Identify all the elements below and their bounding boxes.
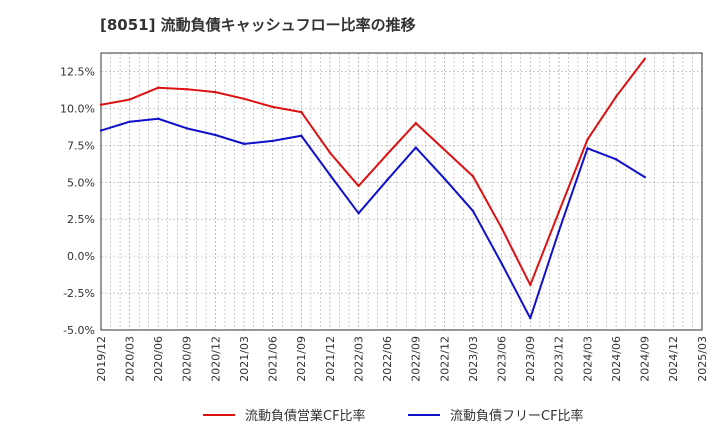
data-point <box>414 121 418 125</box>
x-tick-label: 2024/06 <box>610 336 623 382</box>
data-point <box>128 120 131 123</box>
y-tick-label: 0.0% <box>67 250 95 263</box>
y-tick-label: 10.0% <box>60 102 95 115</box>
x-tick-label: 2024/09 <box>639 336 652 382</box>
data-point <box>557 229 561 233</box>
chart-title: [8051] 流動負債キャッシュフロー比率の推移 <box>100 16 416 34</box>
data-point <box>443 148 446 151</box>
series-line-1 <box>100 58 646 286</box>
data-point <box>557 210 561 214</box>
data-point <box>271 139 274 143</box>
x-tick-label: 2020/09 <box>181 336 194 382</box>
plot-area <box>101 53 702 330</box>
data-point <box>357 212 360 215</box>
data-point <box>385 152 389 156</box>
data-point <box>128 98 131 101</box>
y-tick-label: 5.0% <box>67 176 95 189</box>
data-point <box>214 133 217 137</box>
plot-frame <box>100 52 703 331</box>
data-point <box>328 173 332 177</box>
x-tick-label: 2021/06 <box>267 336 280 382</box>
y-tick-label: 12.5% <box>60 65 95 78</box>
series-line-2 <box>100 117 646 320</box>
data-point <box>614 95 618 98</box>
data-point <box>529 283 532 287</box>
x-tick-label: 2023/09 <box>524 336 537 382</box>
data-point <box>357 184 360 188</box>
x-tick-label: 2022/06 <box>381 336 394 382</box>
x-tick-label: 2021/12 <box>324 336 337 382</box>
data-point <box>271 105 274 109</box>
data-point <box>586 138 589 141</box>
data-point <box>185 127 189 130</box>
y-tick-label: -2.5% <box>63 287 95 300</box>
y-tick-label: -5.0% <box>63 324 95 337</box>
data-point <box>414 146 418 149</box>
x-tick-label: 2023/03 <box>467 336 480 382</box>
x-tick-label: 2022/09 <box>410 336 423 382</box>
data-point <box>500 226 503 230</box>
legend-label: 流動負債フリーCF比率 <box>450 408 584 424</box>
x-tick-label: 2024/03 <box>581 336 594 382</box>
x-tick-label: 2024/12 <box>667 336 680 382</box>
x-tick-label: 2021/09 <box>295 336 308 382</box>
data-point <box>242 142 246 146</box>
data-point <box>214 90 217 94</box>
x-tick-label: 2021/03 <box>238 336 251 382</box>
y-tick-label: 2.5% <box>67 213 95 226</box>
y-tick-label: 7.5% <box>67 139 95 152</box>
legend-label: 流動負債営業CF比率 <box>245 408 366 424</box>
data-point <box>99 103 103 106</box>
x-tick-label: 2022/12 <box>438 336 451 382</box>
x-tick-label: 2023/12 <box>553 336 566 382</box>
data-point <box>471 209 475 213</box>
data-point <box>643 175 646 179</box>
data-point <box>614 158 618 161</box>
x-tick-label: 2023/06 <box>496 336 509 382</box>
x-tick-label: 2020/03 <box>123 336 136 382</box>
data-point <box>300 110 303 114</box>
data-point <box>328 151 332 154</box>
data-point <box>586 147 589 150</box>
data-point <box>643 57 646 61</box>
data-point <box>185 87 189 91</box>
data-point <box>529 316 532 320</box>
x-tick-label: 2025/03 <box>696 336 709 382</box>
data-point <box>242 97 246 100</box>
x-tick-label: 2020/12 <box>209 336 222 382</box>
data-point <box>300 134 303 137</box>
data-point <box>157 86 160 89</box>
data-point <box>99 129 103 132</box>
x-tick-label: 2022/03 <box>352 336 365 382</box>
data-point <box>157 117 160 120</box>
x-tick-label: 2020/06 <box>152 336 165 382</box>
data-point <box>385 178 389 182</box>
data-point <box>500 262 503 265</box>
x-tick-label: 2019/12 <box>95 336 108 382</box>
data-point <box>443 177 446 180</box>
data-point <box>471 175 475 178</box>
